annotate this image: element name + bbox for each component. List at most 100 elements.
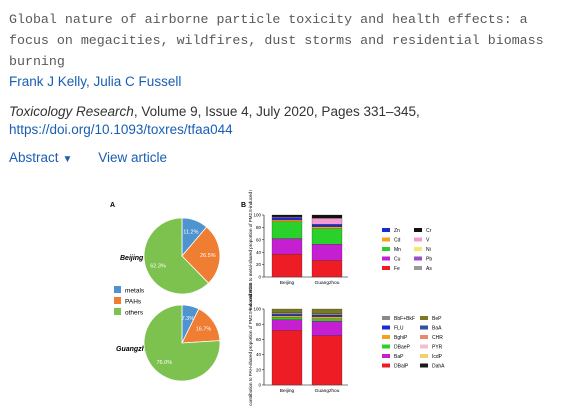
citation-details: , Volume 9, Issue 4, July 2020, Pages 33… — [133, 104, 420, 119]
bar-segment — [271, 214, 303, 217]
bar-tick-label: 0 — [258, 275, 261, 280]
bar-segment — [271, 221, 303, 239]
bar-tick-label: 20 — [256, 262, 262, 267]
legend-label: Zn — [394, 228, 400, 234]
bar-category-label: Guangzhou — [315, 280, 340, 286]
pie-value-label: 16.7% — [196, 327, 212, 333]
legend-swatch — [382, 256, 390, 261]
pie-title: Beijing — [120, 255, 144, 262]
bar-ylabel: % contribution to metal-shared proportio… — [248, 190, 253, 311]
bar-segment — [311, 321, 343, 336]
author-link[interactable]: Julia C Fussell — [93, 74, 182, 89]
legend-swatch — [114, 297, 121, 304]
legend-label: metals — [125, 288, 145, 295]
bar-segment — [271, 312, 303, 315]
legend-label: Pb — [426, 257, 432, 263]
bar-segment — [271, 217, 303, 221]
bar-segment — [271, 315, 303, 318]
legend-label: Cu — [394, 257, 401, 263]
bar-segment — [311, 316, 343, 320]
legend-swatch — [414, 237, 422, 242]
legend-swatch — [420, 363, 428, 368]
legend-label: BbF+BkF — [394, 316, 415, 322]
bar-tick-label: 0 — [258, 383, 261, 388]
pie-title: Guangzhou — [116, 346, 155, 353]
pie-value-label: 26.5% — [200, 253, 216, 259]
bar-category-label: Beijing — [280, 388, 295, 394]
legend-swatch — [382, 354, 390, 358]
legend-swatch — [382, 247, 390, 251]
bar-segment — [271, 330, 303, 386]
legend-label: FLU — [394, 326, 404, 332]
legend-swatch — [420, 325, 428, 330]
bar-segment — [271, 253, 303, 278]
bar-tick-label: 60 — [256, 337, 262, 342]
legend-label: Cd — [394, 238, 401, 244]
legend-label: Ni — [426, 247, 431, 253]
bar-ylabel: % contribution to PAH-shared proportion … — [248, 283, 253, 406]
bar-segment — [311, 318, 343, 322]
bar-segment — [311, 224, 343, 227]
panel-label-a: A — [110, 202, 115, 209]
legend-label: CHR — [432, 335, 443, 341]
legend-swatch — [382, 237, 390, 242]
legend-label: DahA — [432, 364, 445, 370]
pie-value-label: 62.3% — [150, 264, 166, 270]
bar-category-label: Beijing — [280, 280, 295, 286]
legend-label: others — [125, 310, 144, 317]
legend-label: PAHs — [125, 299, 142, 306]
bar-segment — [271, 314, 303, 316]
pie-slice — [181, 226, 221, 284]
abstract-toggle[interactable]: Abstract ▼ — [9, 150, 73, 165]
legend-label: Mn — [394, 247, 401, 253]
legend-label: PYR — [432, 345, 443, 351]
legend-label: DBalP — [394, 364, 409, 370]
bar-tick-label: 100 — [253, 213, 261, 218]
legend-swatch — [414, 247, 422, 251]
bar-segment — [311, 335, 343, 386]
author-list: Frank J Kelly, Julia C Fussell — [9, 74, 182, 89]
legend-swatch — [382, 344, 390, 349]
bar-segment — [311, 314, 343, 317]
legend-swatch — [414, 266, 422, 270]
bar-segment — [311, 217, 343, 225]
bar-segment — [271, 308, 303, 313]
article-figure: A B Beijing 11.2% 26.5% 62.3% Guangzhou 7.3% 16.… — [100, 190, 462, 406]
bar-segment — [311, 214, 343, 219]
bar-segment — [311, 228, 343, 245]
bar-segment — [271, 317, 303, 320]
legend-swatch — [414, 256, 422, 261]
bar-tick-label: 40 — [256, 250, 262, 255]
panel-label-b: B — [241, 202, 246, 209]
legend-swatch — [382, 335, 390, 339]
doi-link[interactable]: https://doi.org/10.1093/toxres/tfaa044 — [9, 122, 233, 137]
article-title: Global nature of airborne particle toxic… — [9, 12, 544, 69]
legend-label: DBaeP — [394, 345, 411, 351]
pie-slice — [143, 217, 210, 295]
legend-swatch — [382, 363, 390, 368]
author-link[interactable]: Frank J Kelly — [9, 74, 87, 89]
legend-swatch — [382, 228, 390, 232]
caret-down-icon: ▼ — [62, 154, 73, 165]
figure-graphic: A B Beijing 11.2% 26.5% 62.3% Guangzhou 7.3%16.… — [110, 190, 445, 406]
legend-swatch — [382, 316, 390, 320]
legend-swatch — [420, 316, 428, 320]
view-article-link[interactable]: View article — [98, 150, 167, 165]
bar-segment — [311, 244, 343, 261]
bar-segment — [311, 260, 343, 278]
bar-segment — [311, 226, 343, 229]
legend-swatch — [114, 286, 121, 293]
legend-swatch — [382, 325, 390, 330]
legend-swatch — [414, 228, 422, 232]
pie-slice — [143, 304, 221, 382]
legend-label: BaA — [432, 326, 442, 332]
bar-tick-label: 20 — [256, 367, 262, 372]
article-actions: Abstract ▼ View article — [9, 150, 167, 165]
legend-label: Cr — [426, 228, 432, 234]
legend-swatch — [420, 354, 428, 358]
journal-name: Toxicology Research — [9, 104, 134, 119]
legend-label: IcdP — [432, 354, 443, 360]
legend-swatch — [382, 266, 390, 270]
bar-category-label: Guangzhou — [315, 388, 340, 394]
legend-label: Fe — [394, 266, 400, 272]
